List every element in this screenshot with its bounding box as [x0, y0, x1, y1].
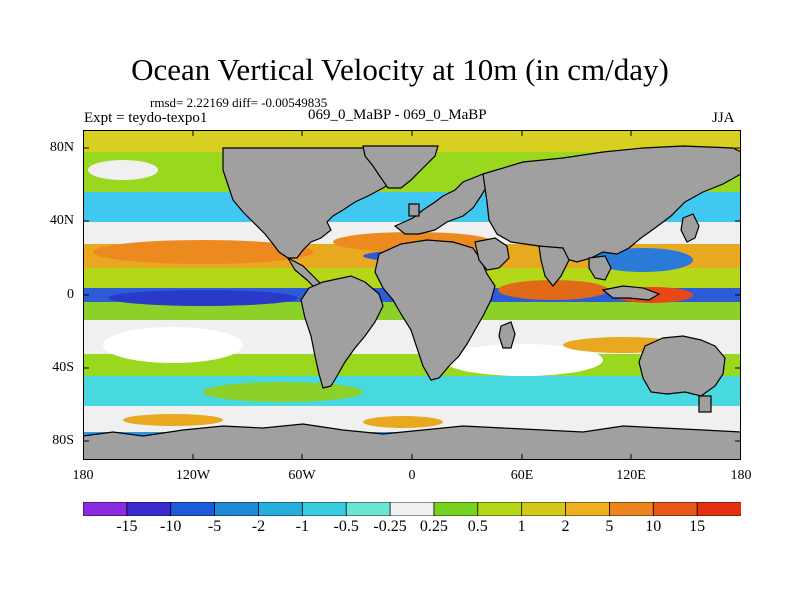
colorbar-label: 0.25: [419, 518, 448, 535]
axis-ticks: [83, 130, 741, 460]
colorbar-label: 10: [645, 518, 662, 535]
land-antarctica: [83, 423, 741, 460]
lon-label: 0: [408, 468, 416, 483]
colorbar-label: -2: [251, 518, 266, 535]
velocity-map: [83, 130, 741, 460]
patch-white-sind: [443, 344, 603, 376]
lat-label: 40S: [52, 360, 74, 375]
colorbar-swatch: [301, 502, 348, 516]
lon-label: 120W: [175, 468, 211, 483]
colorbar-swatch: [521, 502, 567, 516]
patch-red-eqpac: [108, 290, 298, 306]
land-se-asia: [588, 255, 612, 281]
land-indonesia: [601, 285, 661, 301]
land-masses: [83, 145, 741, 460]
colorbar-label: 1: [517, 518, 526, 535]
map-title: Ocean Vertical Velocity at 10m (in cm/da…: [131, 52, 669, 87]
patch-orange-npac: [93, 240, 313, 264]
land-asia: [482, 145, 741, 263]
colorbar-swatch: [477, 502, 523, 516]
lon-label: 60W: [288, 468, 316, 483]
lon-label: 180: [730, 468, 752, 483]
patch-orange-so3: [363, 416, 443, 428]
colorbar-label: -0.25: [373, 518, 407, 535]
lat-label: 0: [67, 287, 74, 302]
colorbar-swatch: [170, 502, 216, 516]
colorbar-label: -10: [160, 518, 182, 535]
patch-orange-indian: [498, 280, 608, 300]
colorbar-swatch: [696, 502, 741, 516]
season-label: JJA: [712, 110, 735, 126]
land-new-zealand: [698, 395, 712, 413]
patch-green-so: [203, 382, 363, 402]
colorbar-swatch: [565, 502, 611, 516]
colorbar-label: 2: [561, 518, 570, 535]
land-greenland: [362, 145, 439, 189]
colorbar-label: 0.5: [467, 518, 488, 535]
lon-label: 180: [72, 468, 94, 483]
lat-label: 40N: [49, 213, 74, 228]
colorbar-label: -5: [207, 518, 222, 535]
land-australia: [638, 335, 726, 397]
lon-label: 60E: [510, 468, 534, 483]
patch-white-spac: [103, 327, 243, 363]
land-africa: [374, 239, 496, 381]
experiment-label: Expt = teydo-texpo1: [84, 110, 208, 126]
colorbar-label: -15: [116, 518, 138, 535]
colorbar-swatch: [389, 502, 435, 516]
colorbar-swatch: [258, 502, 304, 516]
colorbar-label: 15: [689, 518, 706, 535]
land-japan: [680, 213, 700, 243]
colorbar-swatch: [433, 502, 479, 516]
lat-label: 80S: [52, 433, 74, 448]
band-south-cyan: [83, 376, 741, 406]
band-arctic: [83, 130, 741, 152]
colorbar-swatch: [609, 502, 655, 516]
colorbar-swatch: [214, 502, 260, 516]
land-madagascar: [498, 321, 516, 349]
colorbar-swatch: [126, 502, 172, 516]
rmsd-diff-stats: rmsd= 2.22169 diff= -0.00549835: [150, 95, 328, 110]
patch-orange-so2: [123, 414, 223, 426]
land-india: [538, 245, 570, 287]
colorbar-label: -1: [295, 518, 309, 535]
colorbar: [83, 502, 741, 516]
lon-label: 120E: [616, 468, 646, 483]
colorbar-swatch: [83, 502, 128, 516]
lat-label: 80N: [49, 140, 74, 155]
land-south-america: [300, 275, 384, 389]
colorbar-swatch: [345, 502, 391, 516]
patch-green-nw: [88, 160, 158, 180]
run-comparison: 069_0_MaBP - 069_0_MaBP: [308, 107, 487, 123]
colorbar-label: -0.5: [333, 518, 359, 535]
colorbar-swatch: [652, 502, 699, 516]
land-arabia: [474, 237, 510, 271]
land-uk: [408, 203, 420, 217]
land-north-america: [222, 147, 414, 259]
colorbar-label: 5: [605, 518, 614, 535]
